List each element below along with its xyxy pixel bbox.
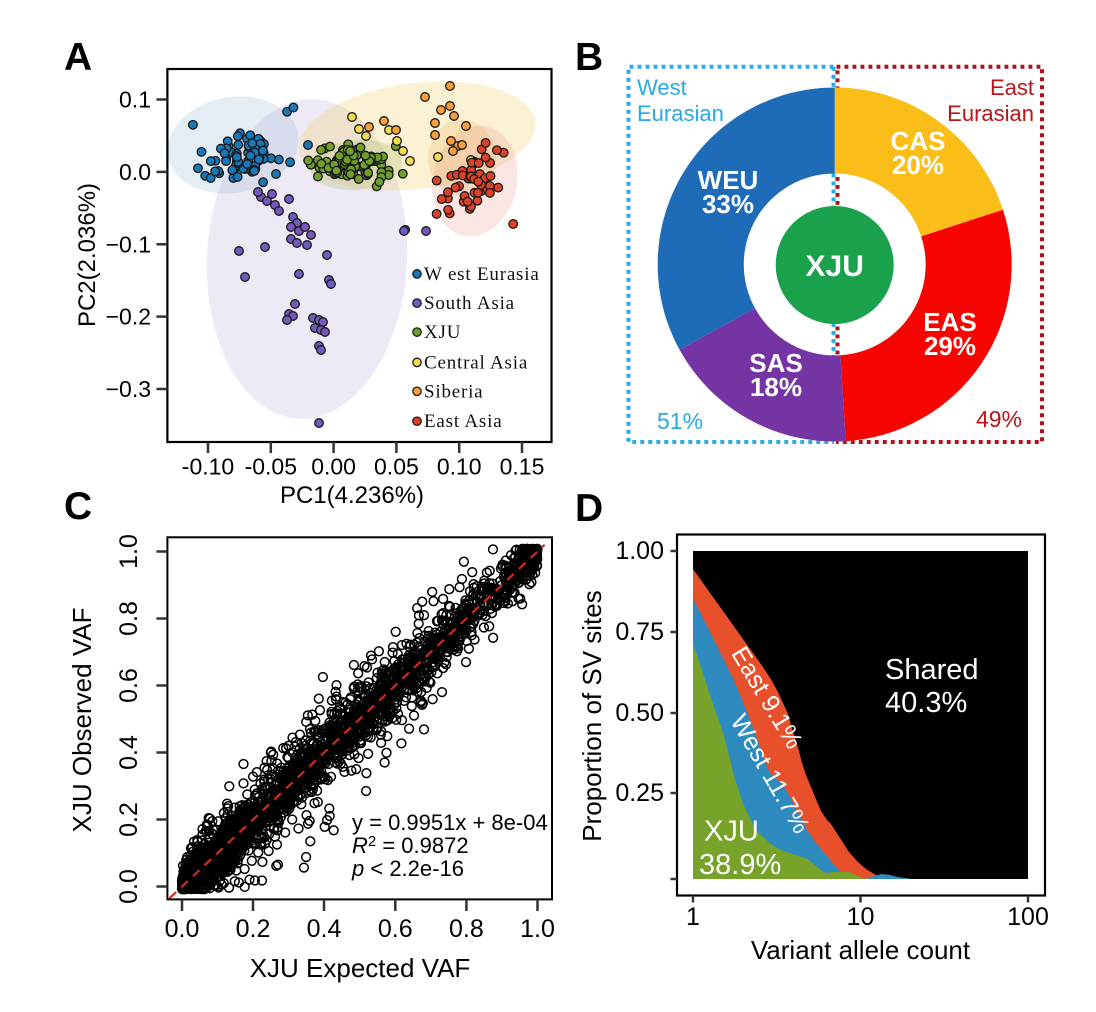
svg-text:−0.3: −0.3 xyxy=(106,376,151,402)
svg-text:SAS: SAS xyxy=(749,348,802,378)
svg-text:-0.10: -0.10 xyxy=(182,454,234,480)
svg-text:South Asia: South Asia xyxy=(424,293,515,314)
svg-text:0.15: 0.15 xyxy=(500,454,545,480)
svg-text:p < 2.2e-16: p < 2.2e-16 xyxy=(351,856,464,881)
svg-text:0.8: 0.8 xyxy=(449,915,484,943)
svg-text:XJU: XJU xyxy=(806,250,864,283)
svg-text:XJU Observed VAF: XJU Observed VAF xyxy=(67,608,97,833)
svg-text:49%: 49% xyxy=(976,406,1022,432)
svg-text:0.6: 0.6 xyxy=(115,668,143,703)
svg-text:0.10: 0.10 xyxy=(437,454,482,480)
svg-text:Proportion of SV sites: Proportion of SV sites xyxy=(577,590,607,841)
svg-text:10: 10 xyxy=(847,903,875,931)
svg-text:0.75: 0.75 xyxy=(615,618,664,646)
svg-text:0.2: 0.2 xyxy=(236,915,271,943)
svg-text:0.05: 0.05 xyxy=(374,454,419,480)
svg-text:C: C xyxy=(64,485,92,528)
svg-text:EAS: EAS xyxy=(923,307,976,337)
svg-text:0.6: 0.6 xyxy=(378,915,413,943)
svg-text:0.00: 0.00 xyxy=(311,454,356,480)
svg-text:−0.2: −0.2 xyxy=(106,304,151,330)
svg-text:38.9%: 38.9% xyxy=(699,849,781,881)
svg-text:Siberia: Siberia xyxy=(424,381,483,402)
svg-text:R2 = 0.9872: R2 = 0.9872 xyxy=(352,833,469,858)
svg-text:20%: 20% xyxy=(892,150,944,180)
svg-text:0.1: 0.1 xyxy=(119,87,151,113)
svg-text:0.50: 0.50 xyxy=(615,699,664,727)
svg-text:W est Eurasia: W est Eurasia xyxy=(424,264,540,285)
svg-text:51%: 51% xyxy=(657,408,703,434)
svg-text:Eurasian: Eurasian xyxy=(947,101,1034,126)
svg-text:0.4: 0.4 xyxy=(115,735,143,770)
svg-text:XJU: XJU xyxy=(704,816,759,848)
svg-text:Central Asia: Central Asia xyxy=(424,352,528,373)
svg-text:0.2: 0.2 xyxy=(115,802,143,837)
svg-text:100: 100 xyxy=(1007,903,1049,931)
svg-text:y = 0.9951x + 8e-04: y = 0.9951x + 8e-04 xyxy=(352,810,548,835)
svg-text:CAS: CAS xyxy=(891,126,946,156)
svg-text:Shared: Shared xyxy=(885,654,979,686)
svg-text:18%: 18% xyxy=(750,372,802,402)
svg-text:A: A xyxy=(64,36,92,79)
svg-text:XJU: XJU xyxy=(424,322,461,343)
svg-text:East Asia: East Asia xyxy=(424,411,502,432)
svg-text:Eurasian: Eurasian xyxy=(637,101,724,126)
svg-text:East: East xyxy=(990,75,1034,100)
svg-text:1.0: 1.0 xyxy=(520,915,555,943)
svg-text:33%: 33% xyxy=(702,189,754,219)
svg-text:1.00: 1.00 xyxy=(615,537,664,565)
svg-text:1.0: 1.0 xyxy=(115,534,143,569)
svg-text:29%: 29% xyxy=(924,331,976,361)
svg-text:0.25: 0.25 xyxy=(615,779,664,807)
svg-text:WEU: WEU xyxy=(698,165,759,195)
svg-text:PC2(2.036%): PC2(2.036%) xyxy=(74,183,101,327)
svg-text:0.0: 0.0 xyxy=(165,915,200,943)
svg-text:1: 1 xyxy=(686,903,700,931)
svg-text:40.3%: 40.3% xyxy=(885,687,967,719)
svg-text:−0.1: −0.1 xyxy=(106,231,151,257)
svg-text:PC1(4.236%): PC1(4.236%) xyxy=(280,482,424,509)
svg-text:-0.05: -0.05 xyxy=(245,454,297,480)
svg-text:0.0: 0.0 xyxy=(115,869,143,904)
svg-text:XJU Expected VAF: XJU Expected VAF xyxy=(250,953,471,983)
svg-text:Variant allele count: Variant allele count xyxy=(751,935,971,965)
svg-text:0.0: 0.0 xyxy=(119,159,151,185)
svg-text:0.4: 0.4 xyxy=(307,915,342,943)
svg-text:West: West xyxy=(637,75,687,100)
svg-text:0.8: 0.8 xyxy=(115,601,143,636)
svg-text:B: B xyxy=(575,36,603,79)
svg-text:D: D xyxy=(575,487,603,530)
